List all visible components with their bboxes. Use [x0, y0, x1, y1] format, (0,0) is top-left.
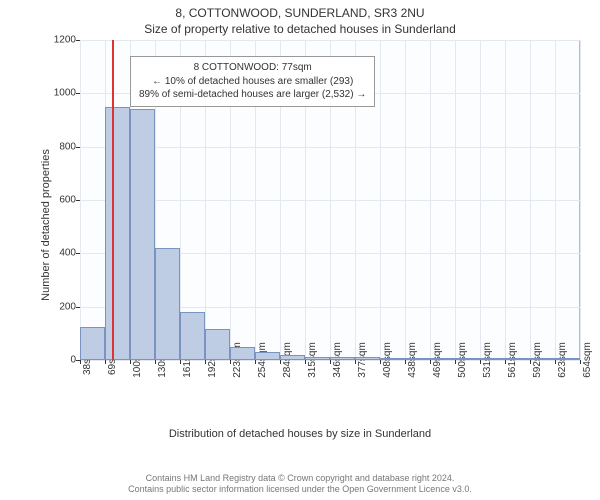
histogram-bar [380, 358, 404, 360]
xtick-label: 408sqm [380, 342, 393, 378]
gridline-v [580, 40, 581, 360]
gridline-v [80, 40, 81, 360]
histogram-bar [330, 357, 355, 360]
subject-marker-line [112, 40, 114, 360]
ytick-label: 200 [59, 301, 80, 312]
xtick-label: 561sqm [505, 342, 518, 378]
plot-region: 02004006008001000120038sqm69sqm100sqm130… [80, 40, 580, 360]
xtick-label: 254sqm [255, 342, 268, 378]
xtick-label: 654sqm [580, 342, 593, 378]
histogram-bar [430, 358, 455, 360]
histogram-bar [230, 347, 255, 360]
footer-line2: Contains public sector information licen… [0, 484, 600, 496]
gridline-v [555, 40, 556, 360]
xtick-label: 315sqm [305, 342, 318, 378]
xtick-label: 346sqm [330, 342, 343, 378]
xtick-label: 438sqm [405, 342, 418, 378]
ytick-label: 1000 [54, 88, 80, 99]
histogram-bar [255, 352, 279, 360]
address-line: 8, COTTONWOOD, SUNDERLAND, SR3 2NU [0, 6, 600, 20]
subtitle: Size of property relative to detached ho… [0, 22, 600, 36]
gridline-v [455, 40, 456, 360]
gridline-v [530, 40, 531, 360]
xtick-label: 469sqm [430, 342, 443, 378]
histogram-bar [530, 358, 555, 360]
ytick-label: 1200 [54, 35, 80, 46]
gridline-v [430, 40, 431, 360]
info-box-line: 89% of semi-detached houses are larger (… [139, 88, 366, 102]
x-axis-label: Distribution of detached houses by size … [0, 428, 600, 440]
chart-area: Number of detached properties 0200400600… [40, 40, 580, 410]
xtick-label: 623sqm [555, 342, 568, 378]
histogram-bar [305, 357, 330, 360]
xtick-label: 377sqm [355, 342, 368, 378]
info-box-line: ← 10% of detached houses are smaller (29… [139, 75, 366, 89]
ytick-label: 400 [59, 248, 80, 259]
gridline-v [380, 40, 381, 360]
histogram-bar [355, 357, 380, 360]
histogram-bar [105, 107, 130, 360]
gridline-v [405, 40, 406, 360]
histogram-bar [480, 358, 504, 360]
histogram-bar [180, 312, 205, 360]
y-axis-label: Number of detached properties [40, 149, 52, 301]
histogram-bar [555, 358, 580, 360]
histogram-bar [130, 109, 154, 360]
histogram-bar [80, 327, 105, 360]
gridline-v [505, 40, 506, 360]
ytick-label: 600 [59, 195, 80, 206]
footer-line1: Contains HM Land Registry data © Crown c… [0, 473, 600, 485]
gridline-v [480, 40, 481, 360]
histogram-bar [280, 355, 305, 360]
histogram-bar [155, 248, 180, 360]
xtick-label: 592sqm [530, 342, 543, 378]
ytick-label: 800 [59, 141, 80, 152]
info-box: 8 COTTONWOOD: 77sqm← 10% of detached hou… [130, 56, 375, 107]
xtick-label: 284sqm [280, 342, 293, 378]
xtick-label: 500sqm [455, 342, 468, 378]
info-box-line: 8 COTTONWOOD: 77sqm [139, 61, 366, 75]
histogram-bar [455, 358, 480, 360]
histogram-bar [505, 358, 530, 360]
histogram-bar [405, 358, 430, 360]
xtick-label: 531sqm [480, 342, 493, 378]
attribution: Contains HM Land Registry data © Crown c… [0, 473, 600, 496]
ytick-label: 0 [70, 355, 80, 366]
histogram-bar [205, 329, 230, 360]
